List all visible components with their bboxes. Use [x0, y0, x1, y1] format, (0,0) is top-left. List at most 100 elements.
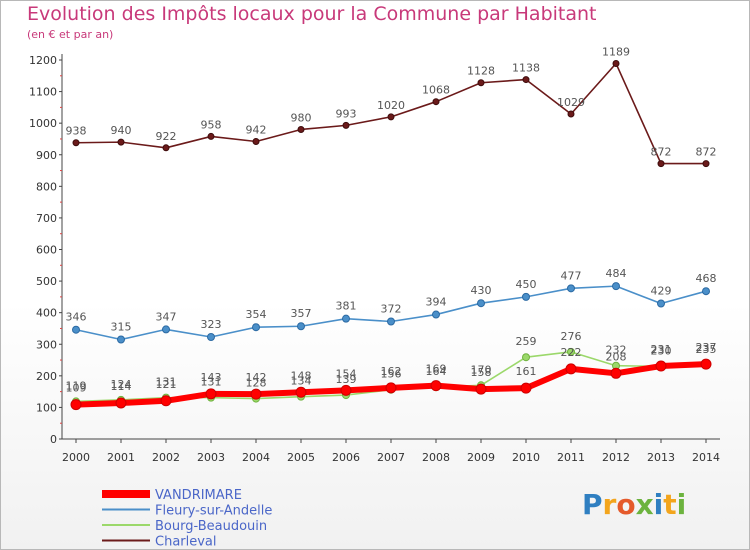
data-label: 394 [426, 296, 447, 309]
data-point [252, 137, 260, 145]
data-label: 315 [111, 321, 132, 334]
data-label: 940 [111, 124, 132, 137]
data-point [72, 139, 80, 147]
x-tick-label: 2014 [692, 451, 720, 464]
data-point [565, 363, 577, 375]
data-label: 450 [516, 278, 537, 291]
y-tick-label: 400 [36, 307, 57, 320]
logo-letter: x [635, 488, 654, 521]
data-label: 134 [291, 375, 312, 388]
x-tick-label: 2000 [62, 451, 90, 464]
data-label: 222 [561, 346, 582, 359]
data-point [387, 113, 395, 121]
data-label: 872 [651, 146, 672, 159]
data-label: 124 [111, 378, 132, 391]
data-label: 208 [606, 350, 627, 363]
data-point [430, 380, 442, 392]
data-point [162, 144, 170, 152]
data-point [432, 310, 440, 319]
logo-letter: o [616, 488, 636, 521]
data-label: 131 [201, 376, 222, 389]
y-tick-label: 500 [36, 275, 57, 288]
data-label: 161 [516, 365, 537, 378]
data-point [207, 332, 215, 341]
legend-label: Fleury-sur-Andelle [155, 504, 272, 519]
data-point [297, 322, 305, 331]
data-point [610, 367, 622, 379]
x-tick-label: 2005 [287, 451, 315, 464]
data-label: 354 [246, 308, 267, 321]
proxiti-logo: Proxiti [582, 488, 686, 521]
logo-letter: r [602, 488, 617, 521]
data-point [612, 59, 620, 67]
data-point [567, 347, 575, 356]
legend-label: VANDRIMARE [155, 488, 242, 503]
x-tick-label: 2003 [197, 451, 225, 464]
data-label: 148 [291, 369, 312, 382]
chart-title: Evolution des Impôts locaux pour la Comm… [27, 3, 597, 25]
x-tick-label: 2013 [647, 451, 675, 464]
data-label: 1020 [377, 99, 405, 112]
data-label: 143 [201, 371, 222, 384]
data-point [702, 287, 710, 296]
data-label: 323 [201, 318, 222, 331]
data-point [297, 125, 305, 133]
data-point [207, 132, 215, 140]
logo-letter: i [676, 488, 687, 521]
y-tick-label: 1000 [29, 117, 57, 130]
y-tick-label: 700 [36, 212, 57, 225]
legend-label: Charleval [155, 535, 217, 550]
x-tick-label: 2009 [467, 451, 495, 464]
data-label: 372 [381, 303, 402, 316]
data-label: 980 [291, 111, 312, 124]
data-point [387, 317, 395, 326]
data-label: 1068 [422, 84, 450, 97]
data-label: 357 [291, 307, 312, 320]
data-point [657, 299, 665, 308]
data-label: 156 [381, 368, 402, 381]
y-tick-label: 600 [36, 244, 57, 257]
data-label: 170 [471, 363, 492, 376]
data-label: 347 [156, 310, 177, 323]
data-point [250, 388, 262, 400]
data-point [385, 382, 397, 394]
data-label: 1128 [467, 65, 495, 78]
data-point [342, 314, 350, 323]
data-point [655, 360, 667, 372]
data-point [475, 383, 487, 395]
data-label: 958 [201, 118, 222, 131]
data-point [340, 384, 352, 396]
data-label: 346 [66, 311, 87, 324]
data-point [522, 353, 530, 362]
x-tick-label: 2008 [422, 451, 450, 464]
data-label: 235 [696, 343, 717, 356]
data-point [295, 386, 307, 398]
data-label: 232 [606, 344, 627, 357]
data-label: 128 [246, 377, 267, 390]
y-tick-label: 200 [36, 370, 57, 383]
logo-letter: t [663, 488, 677, 521]
data-point [117, 138, 125, 146]
data-point [162, 325, 170, 334]
y-tick-label: 0 [50, 433, 57, 446]
x-tick-label: 2010 [512, 451, 540, 464]
legend-label: Bourg-Beaudouin [155, 519, 267, 534]
data-label: 429 [651, 285, 672, 298]
data-label: 142 [246, 371, 267, 384]
data-label: 993 [336, 107, 357, 120]
data-label: 477 [561, 269, 582, 282]
data-label: 381 [336, 300, 357, 313]
data-label: 938 [66, 125, 87, 138]
data-point [522, 292, 530, 301]
data-label: 139 [336, 373, 357, 386]
data-point [72, 325, 80, 334]
logo-letter: P [582, 488, 603, 521]
data-point [70, 399, 82, 411]
data-label: 430 [471, 284, 492, 297]
x-tick-label: 2012 [602, 451, 630, 464]
data-point [657, 160, 665, 168]
x-tick-label: 2006 [332, 451, 360, 464]
data-label: 1029 [557, 96, 585, 109]
data-label: 1138 [512, 62, 540, 75]
y-tick-label: 100 [36, 401, 57, 414]
